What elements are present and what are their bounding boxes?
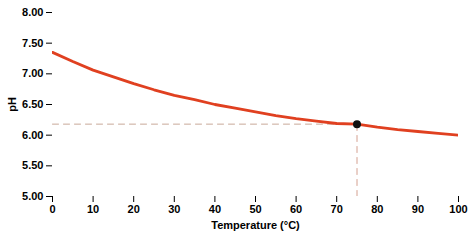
svg-text:6.00: 6.00 xyxy=(22,129,43,141)
svg-text:Temperature (°C): Temperature (°C) xyxy=(211,219,300,231)
svg-text:90: 90 xyxy=(412,203,424,215)
svg-text:70: 70 xyxy=(331,203,343,215)
svg-text:7.50: 7.50 xyxy=(22,37,43,49)
svg-text:7.00: 7.00 xyxy=(22,67,43,79)
svg-text:0: 0 xyxy=(49,203,55,215)
svg-text:100: 100 xyxy=(449,203,467,215)
svg-text:30: 30 xyxy=(168,203,180,215)
svg-text:40: 40 xyxy=(209,203,221,215)
svg-text:10: 10 xyxy=(87,203,99,215)
svg-text:20: 20 xyxy=(128,203,140,215)
svg-text:5.50: 5.50 xyxy=(22,159,43,171)
svg-text:pH: pH xyxy=(6,97,18,112)
svg-text:60: 60 xyxy=(290,203,302,215)
svg-text:6.50: 6.50 xyxy=(22,98,43,110)
svg-text:5.00: 5.00 xyxy=(22,190,43,202)
svg-text:80: 80 xyxy=(371,203,383,215)
svg-text:50: 50 xyxy=(249,203,261,215)
svg-text:8.00: 8.00 xyxy=(22,6,43,18)
